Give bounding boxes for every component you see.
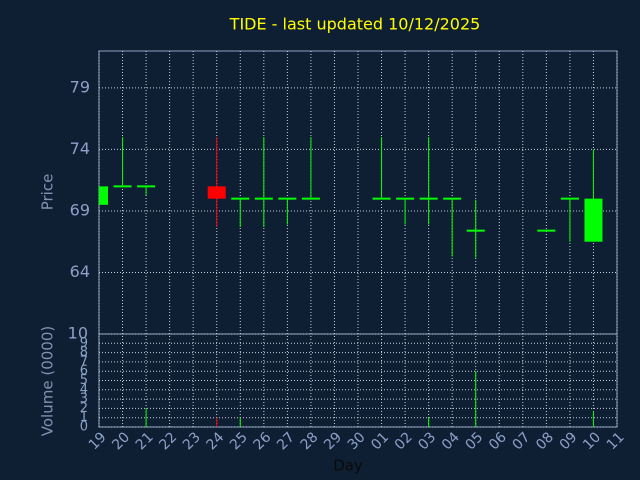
x-tick-label: 26	[251, 429, 275, 453]
y-tick-label: 69	[70, 200, 90, 219]
candle-body	[99, 186, 108, 205]
x-tick-label: 11	[604, 429, 628, 453]
x-axis-label: Day	[333, 457, 363, 475]
volume-tick-label: 10	[68, 324, 88, 343]
x-tick-label: 10	[580, 429, 604, 453]
y-tick-label: 74	[70, 139, 90, 158]
x-tick-label: 02	[392, 429, 416, 453]
x-tick-label: 08	[533, 429, 557, 453]
x-tick-label: 09	[557, 429, 581, 453]
volume-tick-label: 8	[80, 345, 88, 360]
x-tick-label: 06	[486, 429, 510, 453]
x-tick-label: 21	[133, 429, 157, 453]
plot-frame	[98, 50, 618, 428]
volume-axis-label: Volume (0000)	[39, 326, 57, 436]
volume-tick-label: 4	[80, 382, 88, 397]
candle-body	[560, 197, 579, 200]
y-axis-label: Price	[39, 174, 57, 211]
candle-body	[113, 185, 132, 188]
x-tick-label: 27	[274, 429, 298, 453]
x-tick-label: 29	[321, 429, 345, 453]
candle-body	[207, 186, 226, 199]
candle-body	[372, 197, 391, 200]
volume-tick-label: 6	[80, 364, 88, 379]
volume-tick-label: 1	[80, 410, 88, 425]
volume-tick-label: 5	[80, 373, 88, 388]
candle-body	[537, 229, 556, 232]
x-tick-label: 04	[439, 429, 463, 453]
x-tick-label: 20	[109, 429, 133, 453]
candle-body	[137, 185, 156, 188]
candle-body	[396, 197, 415, 200]
x-tick-label: 30	[345, 429, 369, 453]
candle-body	[419, 197, 438, 200]
candle-body	[301, 197, 320, 200]
x-tick-label: 25	[227, 429, 251, 453]
x-tick-label: 03	[415, 429, 439, 453]
x-tick-label: 22	[156, 429, 180, 453]
x-tick-label: 24	[203, 429, 227, 453]
x-tick-label: 01	[368, 429, 392, 453]
volume-tick-label: 0	[80, 420, 88, 435]
y-tick-label: 64	[70, 262, 90, 281]
x-tick-label: 07	[510, 429, 534, 453]
candle-body	[443, 197, 462, 200]
x-tick-label: 05	[462, 429, 486, 453]
candle-body	[584, 198, 603, 242]
x-tick-label: 28	[298, 429, 322, 453]
y-tick-label: 79	[70, 77, 90, 96]
volume-tick-label: 3	[80, 392, 88, 407]
x-tick-label: 23	[180, 429, 204, 453]
candle-body	[231, 197, 250, 200]
plot-area	[99, 137, 603, 427]
x-tick-label: 19	[86, 429, 110, 453]
candle-body	[278, 197, 297, 200]
candle-body	[254, 197, 273, 200]
candle-body	[466, 229, 485, 232]
volume-tick-label: 2	[80, 401, 88, 416]
chart-title: TIDE - last updated 10/12/2025	[229, 15, 481, 34]
volume-tick-label: 9	[80, 336, 88, 351]
volume-tick-label: 7	[80, 354, 88, 369]
